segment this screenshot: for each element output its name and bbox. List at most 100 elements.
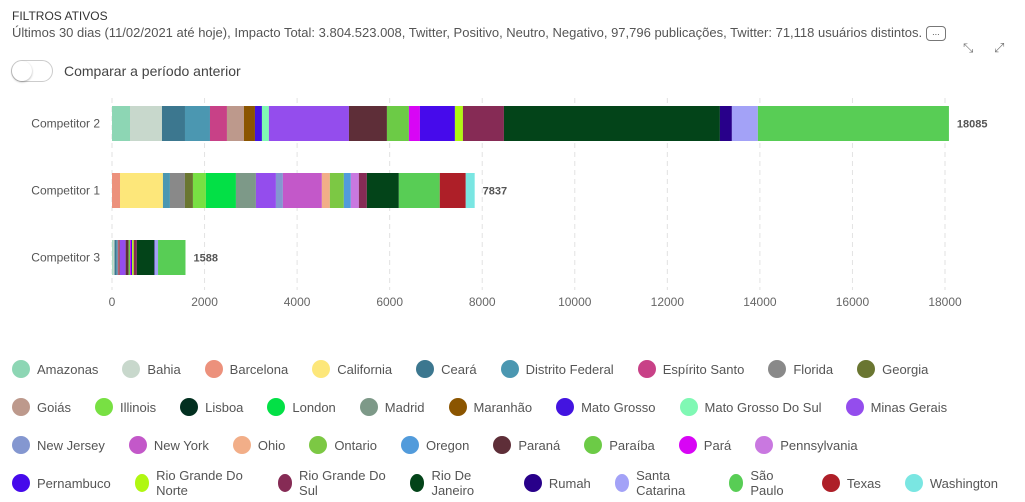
legend-item[interactable]: Amazonas	[12, 360, 98, 378]
bar-segment[interactable]	[226, 106, 244, 141]
bar-segment[interactable]	[465, 173, 475, 208]
bar-segment[interactable]	[439, 173, 466, 208]
bar-segment[interactable]	[161, 106, 185, 141]
legend-dot-icon	[556, 398, 575, 416]
legend-label: Florida	[793, 361, 834, 377]
legend-item[interactable]: Paraíba	[584, 436, 655, 454]
legend-item[interactable]: Ceará	[416, 360, 477, 378]
legend-item[interactable]: New Jersey	[12, 436, 105, 454]
bar-segment[interactable]	[184, 106, 210, 141]
bar-segment[interactable]	[366, 173, 399, 208]
legend-item[interactable]: Pará	[678, 436, 731, 454]
legend-item[interactable]: Ohio	[232, 436, 285, 454]
bar-segment[interactable]	[205, 173, 236, 208]
legend-item[interactable]: Georgia	[857, 360, 928, 378]
bar-segment[interactable]	[114, 240, 117, 275]
legend-item[interactable]: Washington	[904, 474, 998, 492]
legend-item[interactable]: Lisboa	[180, 398, 243, 416]
legend-item[interactable]: Florida	[768, 360, 833, 378]
bar-segment[interactable]	[130, 240, 131, 275]
compare-period-toggle[interactable]	[11, 60, 53, 82]
bar-segment[interactable]	[162, 173, 170, 208]
bar-segment[interactable]	[408, 106, 420, 141]
bar-segment[interactable]	[125, 240, 129, 275]
bar-segment[interactable]	[112, 240, 115, 275]
legend-item[interactable]: Rio Grande Do Sul	[277, 468, 386, 498]
bar-segment[interactable]	[128, 240, 131, 275]
bar-segment[interactable]	[386, 106, 409, 141]
bar-segment[interactable]	[719, 106, 732, 141]
bar-segment[interactable]	[158, 240, 186, 275]
bar-segment[interactable]	[120, 173, 163, 208]
bar-segment[interactable]	[275, 173, 283, 208]
legend-item[interactable]: Rio Grande Do Norte	[134, 468, 254, 498]
bar-segment[interactable]	[503, 106, 720, 141]
legend-item[interactable]: Texas	[821, 474, 881, 492]
bar-segment[interactable]	[154, 240, 159, 275]
legend-item[interactable]: Distrito Federal	[500, 360, 614, 378]
legend-item[interactable]: Rio De Janeiro	[410, 468, 500, 498]
bar-segment[interactable]	[136, 240, 155, 275]
bar-segment[interactable]	[419, 106, 455, 141]
bar-segment[interactable]	[243, 106, 255, 141]
bar-segment[interactable]	[343, 173, 351, 208]
legend-dot-icon	[12, 360, 30, 378]
bar-segment[interactable]	[132, 240, 134, 275]
bar-segment[interactable]	[119, 240, 126, 275]
legend-item[interactable]: Pernambuco	[12, 474, 111, 492]
legend-item[interactable]: Rumah	[523, 474, 591, 492]
bar-segment[interactable]	[454, 106, 463, 141]
legend-item[interactable]: Mato Grosso	[556, 398, 656, 416]
bar-segment[interactable]	[130, 106, 162, 141]
bar-segment[interactable]	[209, 106, 227, 141]
bar-segment[interactable]	[350, 173, 359, 208]
bar-segment[interactable]	[192, 173, 206, 208]
collapse-icon[interactable]: ⤢	[994, 40, 1005, 55]
more-filters-button[interactable]: ...	[926, 26, 946, 42]
legend-item[interactable]: Barcelona	[204, 360, 288, 378]
legend-item[interactable]: Ontario	[309, 436, 377, 454]
legend-item[interactable]: Minas Gerais	[845, 398, 947, 416]
legend-item[interactable]: Paraná	[493, 436, 560, 454]
bar-segment[interactable]	[254, 106, 262, 141]
bar-segment[interactable]	[321, 173, 330, 208]
legend-item[interactable]: Oregon	[400, 436, 469, 454]
legend-item[interactable]: Madrid	[359, 398, 425, 416]
bar-segment[interactable]	[235, 173, 256, 208]
bar-segment[interactable]	[112, 173, 121, 208]
legend-item[interactable]: Goiás	[12, 398, 71, 416]
bar-segment[interactable]	[133, 240, 137, 275]
legend-label: Texas	[846, 475, 881, 491]
bar-segment[interactable]	[112, 240, 113, 275]
bar-segment[interactable]	[117, 240, 119, 275]
bar-segment[interactable]	[255, 173, 276, 208]
legend-item[interactable]: Illinois	[94, 398, 156, 416]
bar-segment[interactable]	[398, 173, 440, 208]
bar-segment[interactable]	[757, 106, 949, 141]
bar-segment[interactable]	[731, 106, 758, 141]
bar-segment[interactable]	[118, 240, 120, 275]
bar-segment[interactable]	[130, 240, 133, 275]
expand-icon[interactable]: ⤡	[963, 40, 974, 55]
bar-segment[interactable]	[112, 106, 131, 141]
legend-item[interactable]: Mato Grosso Do Sul	[679, 398, 822, 416]
bar-segment[interactable]	[261, 106, 269, 141]
legend-item[interactable]: New York	[128, 436, 209, 454]
bar-segment[interactable]	[268, 106, 349, 141]
bar-segment[interactable]	[348, 106, 387, 141]
legend-item[interactable]: Pennsylvania	[755, 436, 858, 454]
bar-segment[interactable]	[184, 173, 193, 208]
bar-segment[interactable]	[358, 173, 367, 208]
bar-segment[interactable]	[169, 173, 185, 208]
legend-item[interactable]: Maranhão	[448, 398, 532, 416]
bar-segment[interactable]	[329, 173, 344, 208]
legend-item[interactable]: Santa Catarina	[614, 468, 705, 498]
legend-item[interactable]: São Paulo	[729, 468, 798, 498]
bar-segment[interactable]	[116, 240, 118, 275]
bar-segment[interactable]	[462, 106, 504, 141]
legend-item[interactable]: London	[267, 398, 336, 416]
legend-item[interactable]: Espírito Santo	[637, 360, 744, 378]
legend-item[interactable]: Bahia	[122, 360, 181, 378]
bar-segment[interactable]	[282, 173, 322, 208]
legend-item[interactable]: California	[312, 360, 392, 378]
